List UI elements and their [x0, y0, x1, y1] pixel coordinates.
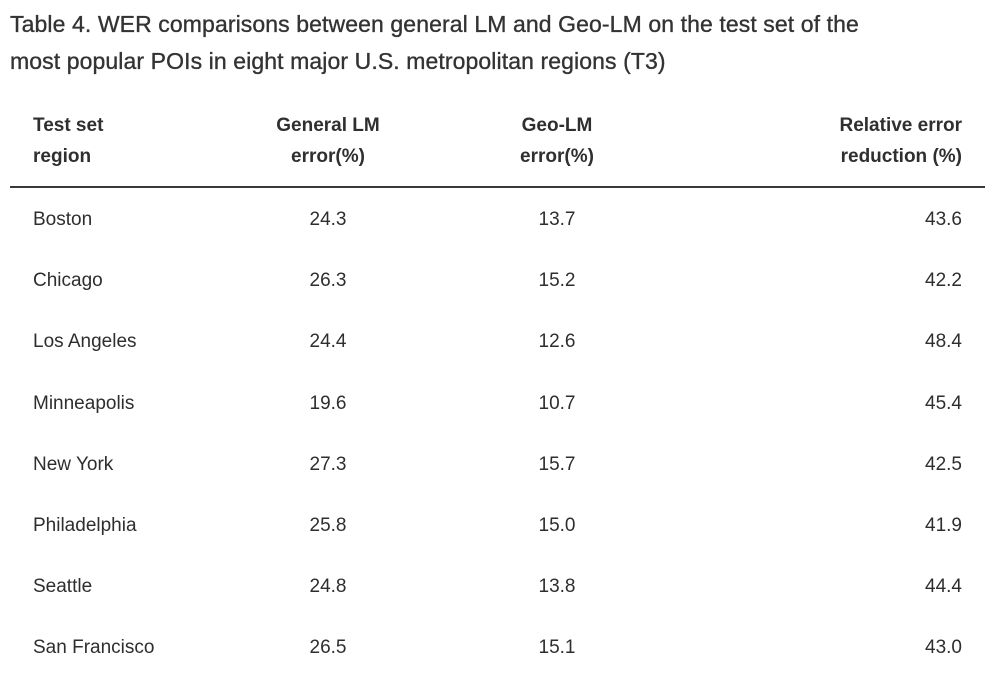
header-test-set-region: Test set region — [33, 110, 233, 172]
table-row: New York 27.3 15.7 42.5 — [10, 433, 985, 494]
table-row: Philadelphia 25.8 15.0 41.9 — [10, 494, 985, 555]
cell-region: Seattle — [33, 576, 93, 598]
cell-relative-reduction: 41.9 — [925, 514, 962, 536]
table-caption: Table 4. WER comparisons between general… — [10, 6, 995, 80]
cell-general-lm: 24.3 — [309, 209, 347, 230]
cell-general-lm: 26.3 — [309, 270, 347, 292]
table-body: Boston 24.3 13.7 43.6 Chicago 26.3 15.2 … — [10, 188, 985, 678]
cell-geo-lm: 15.1 — [538, 637, 576, 659]
cell-geo-lm: 15.0 — [538, 514, 576, 536]
header-line: Relative error — [839, 115, 962, 136]
header-line: General LM — [276, 115, 380, 136]
header-line: region — [33, 146, 92, 167]
cell-geo-lm: 10.7 — [538, 392, 576, 414]
cell-relative-reduction: 44.4 — [925, 576, 962, 598]
cell-region: Los Angeles — [33, 331, 137, 353]
header-divider — [10, 186, 985, 188]
header-line: Test set — [33, 115, 104, 136]
cell-relative-reduction: 43.6 — [925, 209, 962, 230]
cell-general-lm: 25.8 — [309, 514, 347, 536]
header-line: reduction (%) — [840, 146, 962, 167]
cell-geo-lm: 15.7 — [538, 453, 576, 475]
caption-line-1: Table 4. WER comparisons between general… — [10, 11, 859, 37]
table-row: Chicago 26.3 15.2 42.2 — [10, 249, 985, 310]
table-row: San Francisco 26.5 15.1 43.0 — [10, 616, 985, 677]
cell-general-lm: 26.5 — [309, 637, 347, 659]
header-relative-error-reduction: Relative error reduction (%) — [762, 110, 962, 172]
cell-general-lm: 27.3 — [309, 453, 347, 475]
cell-relative-reduction: 42.2 — [925, 270, 962, 292]
cell-region: Minneapolis — [33, 392, 135, 414]
cell-region: Chicago — [33, 270, 103, 292]
header-line: error(%) — [291, 146, 365, 167]
caption-line-2: most popular POIs in eight major U.S. me… — [10, 48, 666, 74]
cell-region: Philadelphia — [33, 514, 137, 536]
cell-region: New York — [33, 453, 114, 475]
cell-region: Boston — [33, 209, 93, 230]
header-line: Geo-LM — [521, 115, 593, 136]
table-row: Boston 24.3 13.7 43.6 — [10, 188, 985, 249]
cell-general-lm: 19.6 — [309, 392, 347, 414]
cell-geo-lm: 15.2 — [538, 270, 576, 292]
cell-relative-reduction: 48.4 — [925, 331, 962, 353]
cell-relative-reduction: 43.0 — [925, 637, 962, 659]
cell-general-lm: 24.4 — [309, 331, 347, 353]
cell-geo-lm: 13.8 — [538, 576, 576, 598]
header-line: error(%) — [520, 146, 594, 167]
header-geo-lm-error: Geo-LM error(%) — [457, 110, 657, 172]
table-row: Minneapolis 19.6 10.7 45.4 — [10, 372, 985, 433]
table-row: Los Angeles 24.4 12.6 48.4 — [10, 310, 985, 371]
header-general-lm-error: General LM error(%) — [228, 110, 428, 172]
cell-geo-lm: 12.6 — [538, 331, 576, 353]
wer-comparison-table: Test set region General LM error(%) Geo-… — [10, 0, 985, 679]
cell-relative-reduction: 45.4 — [925, 392, 962, 414]
cell-region: San Francisco — [33, 637, 155, 659]
cell-geo-lm: 13.7 — [538, 209, 576, 230]
table-row: Seattle 24.8 13.8 44.4 — [10, 555, 985, 616]
cell-general-lm: 24.8 — [309, 576, 347, 598]
cell-relative-reduction: 42.5 — [925, 453, 962, 475]
